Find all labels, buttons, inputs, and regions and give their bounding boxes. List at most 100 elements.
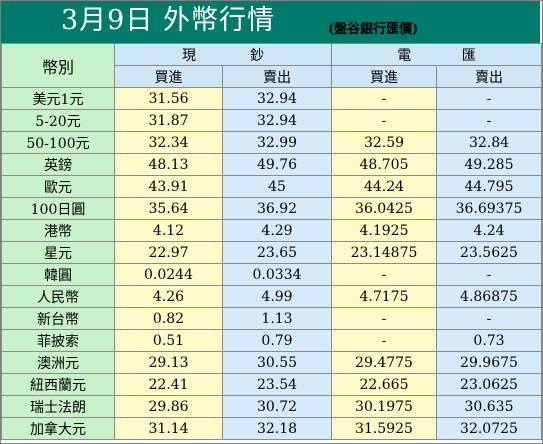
currency-name-cell: 歐元 — [1, 175, 115, 198]
cash-buy-cell: 22.41 — [114, 373, 223, 396]
currency-name-cell: 100日圓 — [1, 197, 115, 220]
page-title: 3月9日 外幣行情 — [61, 5, 275, 36]
tt-sell-cell: 32.84 — [436, 131, 542, 154]
table-row: 50-100元 32.34 32.99 32.59 32.84 — [1, 131, 542, 154]
tt-header-char-2: 匯 — [461, 47, 476, 64]
table-row: 港幣 4.12 4.29 4.1925 4.24 — [1, 219, 542, 242]
tt-sell-cell: - — [436, 307, 542, 330]
tt-buy-cell: 30.1975 — [331, 395, 437, 418]
cash-group-header: 現 鈔 — [114, 43, 332, 66]
table-row: 5-20元 31.87 32.94- - — [1, 109, 542, 132]
currency-name-cell: 美元1元 — [1, 87, 115, 110]
currency-name-cell: 紐西蘭元 — [1, 373, 115, 396]
cash-buy-cell: 48.13 — [114, 153, 223, 176]
currency-name-cell: 加拿大元 — [1, 417, 115, 440]
tt-sell-cell: 32.0725 — [436, 417, 542, 440]
tt-buy-cell: 4.7175 — [331, 285, 437, 308]
cash-buy-cell: 31.56 — [114, 87, 223, 110]
tt-sell-cell: 23.5625 — [436, 241, 542, 264]
currency-name-cell: 5-20元 — [1, 109, 115, 132]
tt-sell-cell: 23.0625 — [436, 373, 542, 396]
cash-buy-header: 買進 — [114, 65, 223, 88]
tt-sell-cell: 0.73 — [436, 329, 542, 352]
cash-buy-cell: 35.64 — [114, 197, 223, 220]
currency-name-cell: 英鎊 — [1, 153, 115, 176]
currency-name-cell: 菲披索 — [1, 329, 115, 352]
tt-buy-cell: 36.0425 — [331, 197, 437, 220]
table-row: 星元 22.97 23.65 23.14875 23.5625 — [1, 241, 542, 264]
cash-sell-cell: 4.99 — [222, 285, 332, 308]
table-row: 加拿大元 31.14 32.18 31.5925 32.0725 — [1, 417, 542, 440]
tt-buy-cell: 22.665 — [331, 373, 437, 396]
cash-buy-cell: 0.82 — [114, 307, 223, 330]
table-row: 菲披索 0.51 0.79-0.73 — [1, 329, 542, 352]
cash-sell-cell: 32.18 — [222, 417, 332, 440]
exchange-rate-table: 幣別 現 鈔 電 匯 買進 賣出 買進 賣出 美元1元 31.56 32.94- -5… — [1, 43, 542, 440]
currency-name-cell: 人民幣 — [1, 285, 115, 308]
cash-header-char-1: 現 — [182, 47, 196, 64]
table-row: 100日圓 35.64 36.92 36.0425 36.69375 — [1, 197, 542, 220]
table-row: 紐西蘭元 22.41 23.54 22.665 23.0625 — [1, 373, 542, 396]
tt-buy-cell: 4.1925 — [331, 219, 437, 242]
tt-buy-cell: - — [331, 109, 437, 132]
cash-buy-cell: 0.0244 — [114, 263, 223, 286]
cash-buy-cell: 31.14 — [114, 417, 223, 440]
tt-sell-cell: - — [436, 263, 542, 286]
table-row: 新台幣 0.82 1.13- - — [1, 307, 542, 330]
cash-sell-cell: 36.92 — [222, 197, 332, 220]
cash-sell-cell: 32.94 — [222, 109, 332, 132]
tt-buy-header: 買進 — [331, 65, 437, 88]
tt-sell-cell: - — [436, 109, 542, 132]
cash-buy-cell: 4.12 — [114, 219, 223, 242]
tt-sell-cell: 44.795 — [436, 175, 542, 198]
tt-buy-cell: 23.14875 — [331, 241, 437, 264]
tt-buy-cell: 44.24 — [331, 175, 437, 198]
tt-sell-cell: - — [436, 87, 542, 110]
cash-sell-cell: 32.94 — [222, 87, 332, 110]
cash-sell-cell: 1.13 — [222, 307, 332, 330]
currency-name-cell: 韓圓 — [1, 263, 115, 286]
cash-sell-cell: 0.0334 — [222, 263, 332, 286]
cash-sell-cell: 0.79 — [222, 329, 332, 352]
cash-buy-cell: 4.26 — [114, 285, 223, 308]
tt-sell-cell: 29.9675 — [436, 351, 542, 374]
currency-name-cell: 澳洲元 — [1, 351, 115, 374]
tt-buy-cell: - — [331, 263, 437, 286]
tt-sell-cell: 49.285 — [436, 153, 542, 176]
table-row: 瑞士法朗 29.86 30.72 30.1975 30.635 — [1, 395, 542, 418]
telegraphic-transfer-group-header: 電 匯 — [331, 43, 542, 66]
currency-name-cell: 港幣 — [1, 219, 115, 242]
tt-buy-cell: 29.4775 — [331, 351, 437, 374]
cash-header-char-2: 鈔 — [250, 47, 264, 64]
cash-sell-cell: 23.54 — [222, 373, 332, 396]
currency-column-header: 幣別 — [1, 43, 115, 88]
tt-sell-cell: 4.24 — [436, 219, 542, 242]
table-row: 澳洲元 29.13 30.55 29.4775 29.9675 — [1, 351, 542, 374]
tt-sell-cell: 4.86875 — [436, 285, 542, 308]
cash-buy-cell: 29.13 — [114, 351, 223, 374]
tt-buy-cell: - — [331, 329, 437, 352]
cash-buy-cell: 32.34 — [114, 131, 223, 154]
currency-name-cell: 星元 — [1, 241, 115, 264]
bank-source: (盤谷銀行匯價) — [328, 22, 419, 37]
cash-sell-cell: 23.65 — [222, 241, 332, 264]
cash-sell-cell: 4.29 — [222, 219, 332, 242]
cash-buy-cell: 43.91 — [114, 175, 223, 198]
table-row: 韓圓 0.0244 0.0334- - — [1, 263, 542, 286]
tt-sell-cell: 30.635 — [436, 395, 542, 418]
currency-name-cell: 50-100元 — [1, 131, 115, 154]
tt-buy-cell: - — [331, 87, 437, 110]
tt-buy-cell: 31.5925 — [331, 417, 437, 440]
currency-name-cell: 新台幣 — [1, 307, 115, 330]
tt-buy-cell: - — [331, 307, 437, 330]
table-row: 英鎊 48.13 49.76 48.705 49.285 — [1, 153, 542, 176]
tt-buy-cell: 32.59 — [331, 131, 437, 154]
cash-sell-header: 賣出 — [222, 65, 332, 88]
cash-buy-cell: 22.97 — [114, 241, 223, 264]
cash-sell-cell: 49.76 — [222, 153, 332, 176]
cash-sell-cell: 30.72 — [222, 395, 332, 418]
cash-buy-cell: 29.86 — [114, 395, 223, 418]
tt-sell-header: 賣出 — [436, 65, 542, 88]
table-row: 歐元 43.91 45 44.24 44.795 — [1, 175, 542, 198]
tt-header-char-1: 電 — [397, 47, 412, 64]
